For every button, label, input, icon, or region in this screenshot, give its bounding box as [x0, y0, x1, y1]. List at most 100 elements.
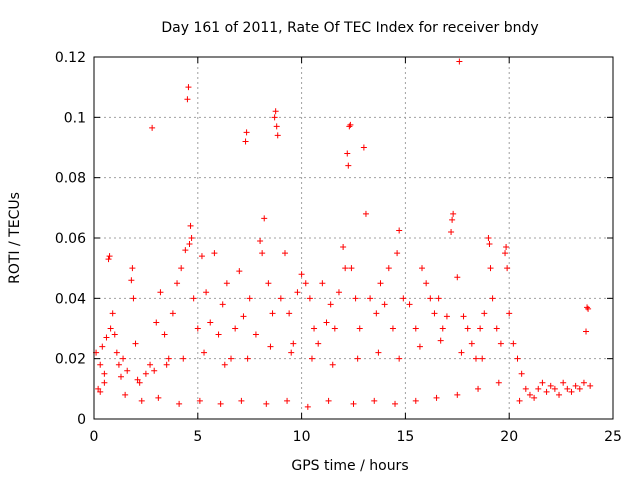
data-point — [335, 289, 342, 296]
data-point — [217, 400, 224, 407]
data-point — [342, 265, 349, 272]
data-point — [346, 123, 353, 130]
data-point — [347, 121, 354, 128]
data-point — [284, 397, 291, 404]
data-point — [568, 388, 575, 395]
data-point — [522, 385, 529, 392]
data-point — [129, 265, 136, 272]
data-point — [138, 397, 145, 404]
data-point — [449, 216, 456, 223]
data-point — [134, 376, 141, 383]
data-point — [427, 295, 434, 302]
data-point — [286, 310, 293, 317]
data-point — [560, 379, 567, 386]
data-point — [115, 361, 122, 368]
data-point — [485, 235, 492, 241]
data-point — [367, 295, 374, 302]
data-point — [396, 227, 403, 234]
data-point — [531, 394, 538, 401]
data-point — [124, 367, 131, 374]
data-point — [543, 388, 550, 395]
y-tick-label: 0.12 — [55, 50, 86, 66]
data-point — [196, 397, 203, 404]
data-point — [389, 325, 396, 332]
data-point — [400, 295, 407, 302]
data-point — [350, 400, 357, 407]
data-point — [228, 355, 235, 362]
data-point — [468, 340, 475, 347]
x-tick-label: 0 — [90, 429, 99, 445]
data-point — [178, 265, 185, 272]
y-tick-label: 0.02 — [55, 352, 86, 368]
data-point — [207, 319, 214, 326]
data-point — [354, 355, 361, 362]
data-point — [323, 319, 330, 326]
data-point — [201, 349, 208, 356]
data-point — [107, 325, 114, 332]
data-point — [136, 379, 143, 386]
data-point — [547, 382, 554, 389]
data-point — [308, 355, 315, 362]
data-point — [489, 295, 496, 302]
y-tick-label: 0.08 — [55, 171, 86, 187]
data-point — [128, 277, 135, 284]
data-point — [273, 123, 280, 130]
data-point — [503, 244, 510, 251]
data-point — [497, 340, 504, 347]
data-point — [460, 313, 467, 320]
data-point — [443, 313, 450, 320]
y-axis-title: ROTI / TECUs — [7, 192, 23, 284]
data-point — [271, 114, 278, 121]
data-point — [219, 301, 226, 308]
data-point — [269, 310, 276, 317]
data-point — [331, 325, 338, 332]
data-point — [274, 132, 281, 139]
data-point — [101, 379, 108, 386]
data-point — [477, 325, 484, 332]
data-point — [97, 361, 104, 368]
data-point — [327, 301, 334, 308]
data-point — [265, 280, 272, 287]
data-point — [151, 367, 158, 374]
data-point — [396, 355, 403, 362]
data-point — [169, 310, 176, 317]
data-point — [539, 379, 546, 386]
data-point — [412, 397, 419, 404]
data-point — [223, 280, 230, 287]
data-point — [587, 382, 594, 389]
data-point — [97, 388, 104, 395]
data-point — [180, 355, 187, 362]
data-point — [238, 397, 245, 404]
data-point — [345, 162, 352, 169]
data-point — [394, 250, 401, 257]
data-point — [431, 310, 438, 317]
data-point — [304, 403, 311, 410]
data-point — [117, 373, 124, 380]
data-point — [344, 150, 351, 157]
data-point — [120, 355, 127, 362]
data-point — [584, 304, 591, 311]
data-point — [340, 244, 347, 251]
x-tick-label: 25 — [604, 429, 622, 445]
x-axis-title: GPS time / hours — [291, 458, 408, 474]
data-point — [165, 355, 172, 362]
data-point — [435, 295, 442, 302]
data-point — [504, 265, 511, 272]
data-point — [564, 385, 571, 392]
data-point — [506, 310, 513, 317]
data-point — [242, 138, 249, 145]
data-point — [526, 391, 533, 398]
x-tick-label: 15 — [396, 429, 414, 445]
x-tick-label: 10 — [293, 429, 311, 445]
data-point — [514, 355, 521, 362]
data-point — [130, 295, 137, 302]
data-point — [352, 295, 359, 302]
data-point — [281, 250, 288, 257]
data-point — [252, 331, 259, 338]
data-point — [190, 295, 197, 302]
data-point — [325, 397, 332, 404]
data-point — [306, 295, 313, 302]
data-point — [185, 84, 192, 91]
data-point — [585, 305, 592, 312]
data-point — [360, 144, 367, 151]
